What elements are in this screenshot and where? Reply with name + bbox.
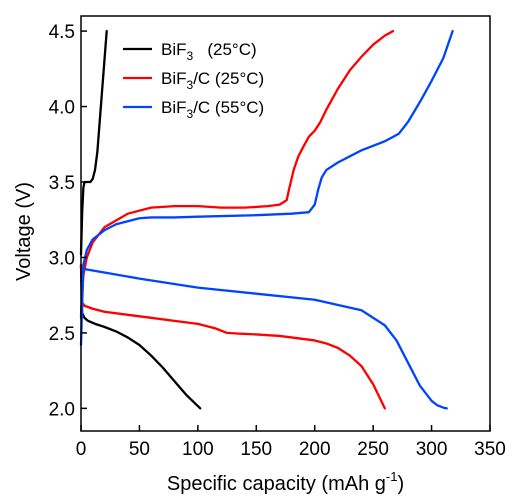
y-tick-label: 3.0 <box>49 248 75 269</box>
legend-label-0: BiF3 (25°C) <box>161 40 257 63</box>
ticks-layer: 0 50 100 150 200 250 300 350 2.0 2.5 3.0 3.5 4.0 4.5 <box>49 22 506 460</box>
x-tick-label: 250 <box>357 439 389 460</box>
legend: BiF3 (25°C) BiF3/C (25°C) BiF3/C (55°C) <box>123 40 264 121</box>
x-tick-label: 150 <box>240 439 272 460</box>
x-tick-label: 200 <box>299 439 331 460</box>
series-0-charge-line <box>79 29 108 256</box>
series-2-charge-line <box>79 29 454 347</box>
x-tick-label: 100 <box>182 439 214 460</box>
curves-layer <box>79 29 454 410</box>
x-tick-label: 300 <box>416 439 448 460</box>
series-1-discharge-line <box>79 263 386 410</box>
x-tick-label: 0 <box>76 439 87 460</box>
x-axis-title: Specific capacity (mAh g-1) <box>167 469 404 495</box>
series-1-charge-line <box>79 29 395 316</box>
y-tick-label: 2.0 <box>49 399 75 420</box>
x-tick-label: 50 <box>129 439 150 460</box>
series-2-discharge-line <box>79 266 448 410</box>
series-0-discharge-line <box>79 263 202 410</box>
legend-label-2: BiF3/C (55°C) <box>161 98 264 121</box>
y-axis-title: Voltage (V) <box>13 182 35 281</box>
plot-frame <box>80 15 491 432</box>
y-tick-label: 4.0 <box>49 98 75 119</box>
x-tick-label: 350 <box>474 439 506 460</box>
legend-label-1: BiF3/C (25°C) <box>161 69 264 92</box>
y-tick-label: 2.5 <box>49 324 75 345</box>
y-tick-label: 4.5 <box>49 22 75 43</box>
y-tick-label: 3.5 <box>49 173 75 194</box>
